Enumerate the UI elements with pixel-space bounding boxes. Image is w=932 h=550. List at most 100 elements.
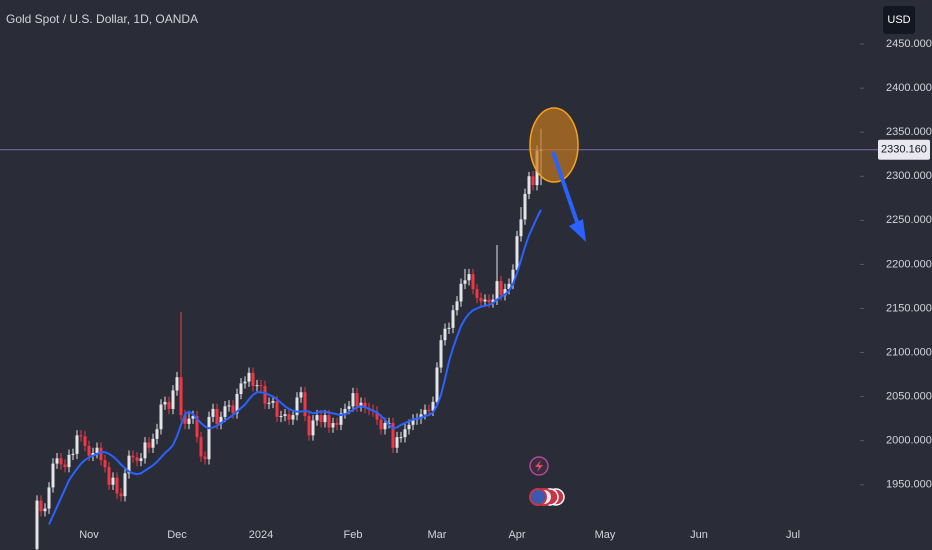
candle-body — [155, 429, 159, 439]
candle-body — [183, 415, 187, 424]
candle-body — [123, 473, 127, 497]
candle-body — [399, 437, 403, 439]
x-tick-label: Apr — [508, 529, 525, 541]
candle-body — [71, 453, 75, 455]
candle-body — [483, 299, 487, 302]
candle-body — [147, 442, 151, 448]
candle-body — [491, 299, 495, 303]
candle-body — [383, 423, 387, 430]
candle-body — [143, 442, 147, 459]
candle-body — [115, 477, 119, 494]
y-tick-label: 2100.000 — [886, 346, 932, 358]
currency-button[interactable] — [883, 6, 915, 34]
candle-body — [339, 413, 343, 425]
candle-body — [511, 269, 515, 284]
candle-body — [419, 414, 423, 419]
chart-title: Gold Spot / U.S. Dollar, 1D, OANDA — [6, 12, 198, 26]
candle-body — [311, 420, 315, 436]
candle-body — [427, 409, 431, 411]
candle-body — [271, 401, 275, 403]
candle-body — [363, 402, 367, 409]
last-price-box — [878, 139, 930, 160]
y-tick-label: 2350.000 — [886, 126, 932, 138]
candle-body — [87, 445, 91, 456]
highlight-circle — [529, 107, 579, 183]
candle-body — [487, 299, 491, 303]
y-tick-label: 2150.000 — [886, 302, 932, 314]
candle-body — [531, 176, 535, 186]
candle-body — [431, 401, 435, 411]
candle-body — [91, 453, 95, 456]
candle-body — [191, 416, 195, 419]
candle-body — [247, 372, 251, 382]
candle-body — [435, 367, 439, 402]
candle-body — [111, 477, 115, 485]
candle-body — [83, 436, 87, 446]
candle-body — [243, 381, 247, 384]
candle-body — [335, 423, 339, 425]
candle-body — [275, 401, 279, 417]
candle-body — [167, 401, 171, 409]
candle-body — [467, 274, 471, 281]
candle-body — [287, 414, 291, 420]
candle-body — [411, 419, 415, 425]
candle-body — [119, 493, 123, 497]
candle-body — [211, 408, 215, 417]
candle-body — [51, 463, 55, 488]
last-price-label: 2330.160 — [881, 144, 927, 156]
candle-body — [447, 327, 451, 329]
candle-body — [279, 416, 283, 417]
candle-body — [519, 219, 523, 237]
x-tick-label: Nov — [79, 529, 99, 541]
x-tick-label: May — [595, 529, 616, 541]
x-tick-label: 2024 — [249, 529, 273, 541]
candle-body — [499, 281, 503, 296]
candle-body — [315, 415, 319, 421]
candle-body — [235, 393, 239, 414]
y-tick-label: 2400.000 — [886, 82, 932, 94]
arrow-shaft — [551, 151, 579, 223]
candle-body — [131, 455, 135, 458]
candle-body — [323, 415, 327, 423]
candle-body — [223, 406, 227, 417]
x-tick-label: Jun — [690, 529, 708, 541]
x-tick-label: Mar — [428, 529, 447, 541]
currency-label[interactable]: USD — [887, 14, 910, 26]
candle-body — [395, 437, 399, 448]
candle-body — [471, 274, 475, 290]
candle-body — [39, 500, 43, 512]
candle-body — [391, 423, 395, 448]
arrow-head — [569, 219, 586, 242]
candle-body — [347, 406, 351, 409]
candle-body — [135, 457, 139, 461]
y-tick-label: 2000.000 — [886, 435, 932, 447]
y-tick-label: 2050.000 — [886, 391, 932, 403]
candle-body — [195, 416, 199, 438]
candle-body — [355, 393, 359, 407]
candle-body — [95, 447, 99, 454]
candle-body — [299, 392, 303, 398]
y-tick-label: 1950.000 — [886, 479, 932, 491]
candle-body — [239, 383, 243, 394]
candle-body — [139, 458, 143, 461]
candle-body — [375, 411, 379, 420]
candle-body — [263, 386, 267, 404]
candle-body — [443, 328, 447, 341]
candle-body — [463, 280, 467, 284]
candle-body — [303, 392, 307, 416]
candle-body — [523, 193, 527, 220]
event-icons — [529, 456, 565, 506]
candle-body — [527, 176, 531, 194]
candle-body — [175, 377, 179, 391]
candle-body — [231, 405, 235, 414]
x-tick-label: Feb — [344, 529, 363, 541]
candle-body — [259, 385, 263, 387]
candle-body — [283, 414, 287, 416]
plot: 1950.000 2000.000 2050.000 2100.000 2150.000… — [0, 38, 932, 550]
candle-body — [59, 458, 63, 465]
candle-body — [295, 397, 299, 416]
candle-body — [319, 415, 323, 423]
